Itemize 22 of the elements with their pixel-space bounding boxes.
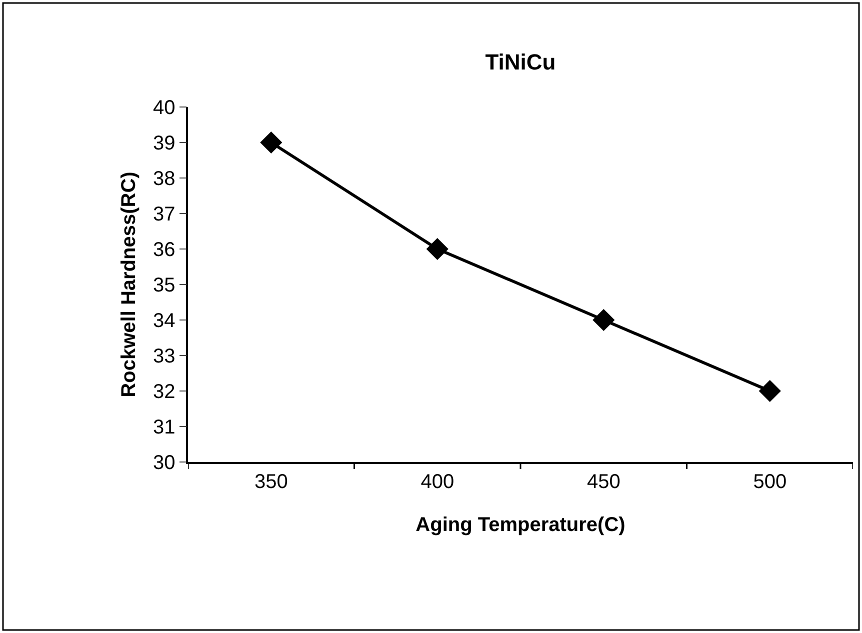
y-tick-label: 36: [153, 239, 176, 261]
x-tick-label: 400: [420, 470, 454, 493]
y-axis-title: Rockwell Hardness(RC): [118, 172, 140, 398]
x-tick-label: 350: [254, 470, 288, 493]
x-axis-title: Aging Temperature(C): [416, 514, 626, 536]
y-tick-label: 33: [153, 346, 176, 368]
y-tick-label: 31: [153, 416, 176, 438]
y-tick-label: 34: [153, 310, 176, 332]
y-tick-label: 35: [153, 274, 176, 296]
y-tick-label: 40: [153, 97, 176, 119]
point: [592, 308, 615, 332]
point: [260, 131, 282, 154]
y-tick-label: 37: [153, 204, 176, 226]
y-tick-label: 32: [153, 381, 176, 403]
x-tick-label: 500: [753, 470, 787, 493]
point: [426, 238, 448, 260]
y-tick-label: 30: [153, 452, 176, 474]
x-tick-label: 450: [586, 470, 620, 493]
y-tick-label: 38: [153, 168, 176, 190]
point: [758, 380, 781, 402]
chart-title: TiNiCu: [485, 50, 556, 75]
y-tick-label: 39: [153, 132, 176, 154]
